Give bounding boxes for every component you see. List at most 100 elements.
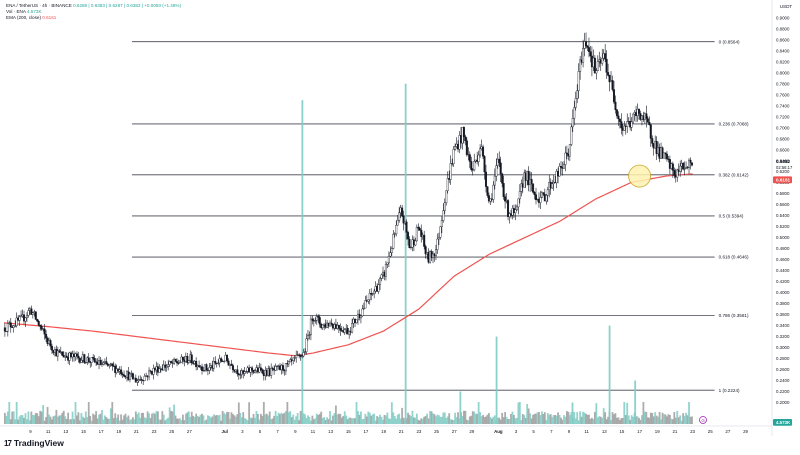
symbol-title[interactable]: ENA / TetherUS · 4h · BINANCE — [6, 3, 72, 8]
volume-bar — [167, 417, 170, 424]
candle — [434, 244, 437, 261]
candle-body — [87, 357, 90, 362]
candle-body — [18, 316, 21, 321]
volume-bar — [421, 418, 424, 424]
volume-bar — [520, 420, 523, 424]
volume-bar — [105, 417, 108, 424]
candle-body — [407, 232, 410, 240]
ohlc-values: 0.6288 | 0.6383 | 0.6287 | 0.6382 | +0.0… — [73, 3, 182, 8]
candle-body — [682, 163, 685, 170]
candle — [530, 172, 533, 192]
candle-body — [434, 249, 437, 256]
price-tick-label: 0.2400 — [776, 378, 790, 383]
candle-body — [489, 198, 492, 202]
volume-bar — [354, 418, 356, 424]
candle — [514, 204, 517, 221]
volume-bar — [396, 414, 399, 424]
candle — [586, 45, 589, 52]
candle-body — [27, 310, 30, 316]
candle — [617, 111, 620, 126]
candle-body — [77, 355, 80, 359]
candle — [495, 158, 498, 182]
volume-bar — [533, 413, 536, 424]
candle — [24, 316, 27, 327]
candle-body — [14, 325, 17, 327]
time-tick-label: 9 — [568, 429, 571, 434]
candle — [314, 317, 317, 324]
volume-bar — [649, 412, 652, 424]
candle-body — [649, 124, 652, 139]
volume-bar — [335, 405, 337, 424]
candle — [93, 355, 96, 364]
candle-body — [170, 361, 173, 363]
volume-bar — [212, 414, 215, 424]
candle-body — [396, 220, 399, 226]
candle — [384, 260, 387, 281]
candle-body — [368, 293, 371, 300]
candle — [436, 233, 439, 254]
volume-bar — [93, 414, 96, 424]
volume-bar — [43, 420, 46, 424]
candle-body — [398, 212, 401, 221]
candle-body — [271, 367, 274, 370]
volume-bar — [620, 418, 623, 424]
volume-bar — [624, 414, 627, 424]
candle-body — [195, 360, 198, 368]
volume-bar — [121, 419, 124, 424]
candle — [620, 113, 623, 135]
volume-bar — [452, 420, 455, 424]
candle — [533, 190, 536, 200]
candle — [123, 370, 126, 378]
volume-bar — [518, 402, 521, 424]
candle — [134, 374, 137, 383]
volume-bar — [202, 415, 205, 424]
candle — [595, 68, 598, 80]
volume-bar — [436, 414, 439, 424]
candle-body — [226, 355, 229, 362]
volume-bar — [282, 413, 284, 424]
price-unit-label: USDT — [780, 4, 793, 9]
candle — [574, 91, 577, 111]
volume-bar — [558, 414, 561, 424]
volume-bar — [127, 415, 130, 424]
candle-body — [533, 192, 536, 195]
volume-bar — [564, 416, 567, 424]
time-tick-label: 19 — [655, 429, 660, 434]
candle-body — [292, 357, 295, 361]
candle-body — [620, 121, 623, 129]
volume-bar — [449, 419, 452, 424]
candle-body — [223, 360, 226, 362]
volume-bar — [49, 416, 52, 424]
candle-body — [309, 318, 312, 335]
volume-label[interactable]: Vol · ENA — [6, 9, 26, 15]
volume-bar — [251, 418, 253, 424]
volume-bar — [410, 416, 412, 424]
candle — [564, 146, 567, 172]
price-tick-label: 0.6600 — [776, 147, 790, 152]
candle-body — [585, 41, 588, 47]
time-tick-label: 21 — [134, 429, 139, 434]
candle — [596, 55, 599, 72]
candle — [542, 192, 545, 197]
tradingview-logo[interactable]: 17 TradingView — [4, 436, 64, 450]
candle-body — [318, 317, 321, 325]
volume-bar — [318, 413, 321, 424]
current-price-label: 0.6382 — [776, 159, 790, 164]
candle-body — [314, 320, 317, 322]
volume-bar — [279, 414, 281, 424]
candle-body — [582, 48, 585, 63]
volume-bar — [18, 416, 21, 424]
candle — [608, 74, 611, 92]
candle — [663, 152, 666, 159]
volume-bar — [438, 415, 440, 424]
price-tick-label: 0.4400 — [776, 268, 790, 273]
volume-bar — [385, 415, 387, 424]
volume-bar — [563, 415, 565, 424]
ema-label[interactable]: EMA (200, close) — [6, 15, 41, 21]
candle-body — [665, 153, 668, 160]
volume-bar — [349, 417, 352, 424]
price-tick-label: 0.2000 — [776, 400, 790, 405]
candle — [217, 359, 220, 366]
